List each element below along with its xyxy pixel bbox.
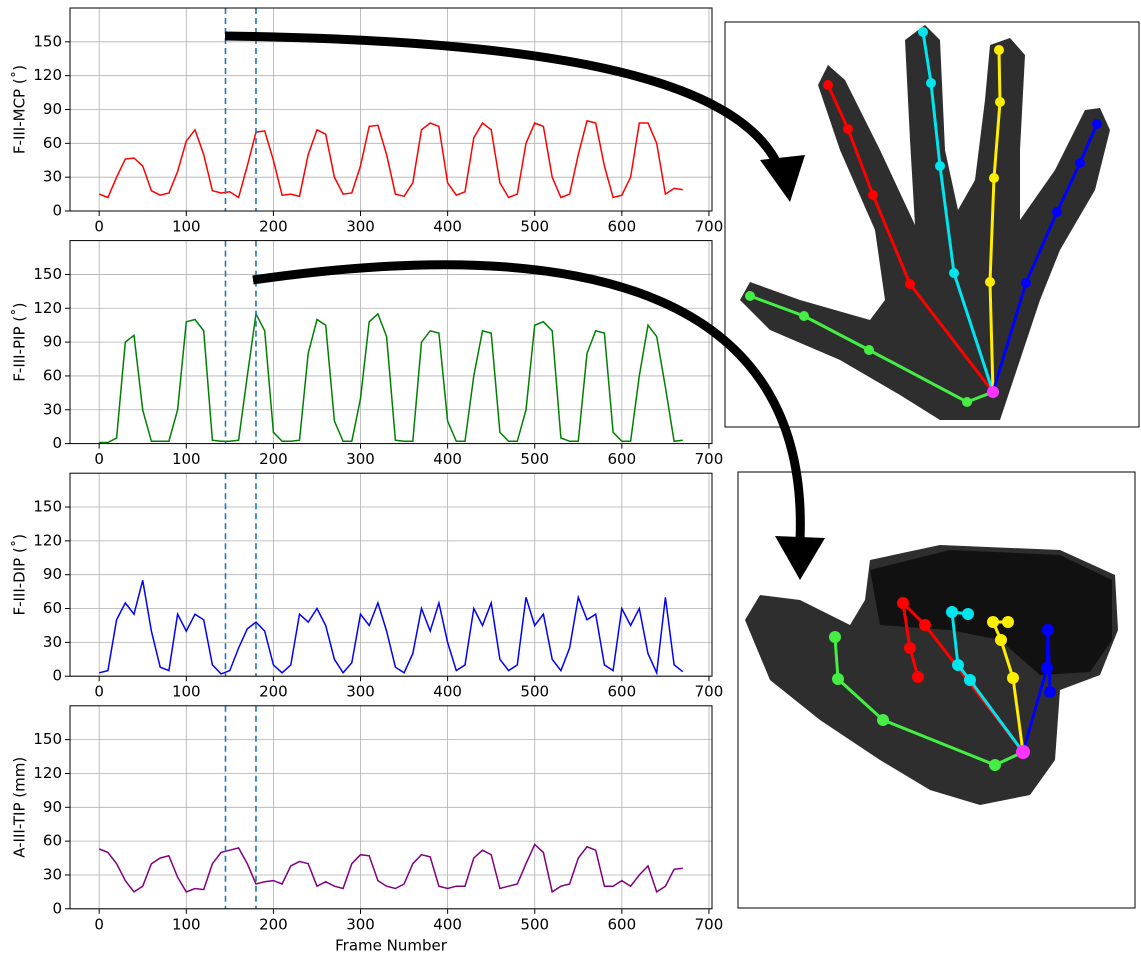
y-tick-label: 90	[43, 565, 62, 583]
y-axis-label: F-III-DIP (˚)	[11, 534, 29, 616]
y-tick-label: 60	[43, 599, 62, 617]
x-tick-label: 700	[695, 218, 724, 236]
y-tick-label: 150	[33, 32, 62, 50]
y-tick-label: 30	[43, 865, 62, 883]
y-tick-label: 30	[43, 633, 62, 651]
line-chart: 0 100 200 300 400 500 600 700 0 30 60 90 120 150 F-III…	[11, 241, 724, 469]
y-tick-label: 60	[43, 366, 62, 384]
x-tick-label: 100	[172, 218, 201, 236]
y-tick-label: 30	[43, 400, 62, 418]
y-axis-label: F-III-PIP (˚)	[11, 302, 29, 381]
x-tick-label: 700	[695, 683, 724, 701]
data-line	[99, 845, 683, 892]
y-tick-label: 120	[33, 531, 62, 549]
x-tick-label: 700	[695, 915, 724, 933]
y-tick-label: 0	[52, 434, 62, 452]
figure: 01002003004005006007000306090120150F-III…	[0, 0, 1141, 956]
x-tick-label: 700	[695, 450, 724, 468]
x-tick-label: 0	[94, 450, 104, 468]
x-tick-label: 600	[608, 683, 637, 701]
data-line	[99, 314, 683, 443]
y-tick-label: 30	[43, 168, 62, 186]
x-tick-label: 100	[172, 915, 201, 933]
y-tick-label: 150	[33, 265, 62, 283]
x-tick-label: 100	[172, 450, 201, 468]
y-tick-label: 0	[52, 899, 62, 917]
x-tick-label: 500	[520, 683, 549, 701]
x-tick-label: 600	[608, 915, 637, 933]
y-tick-label: 120	[33, 764, 62, 782]
y-tick-label: 0	[52, 202, 62, 220]
y-tick-label: 150	[33, 498, 62, 516]
y-tick-label: 90	[43, 333, 62, 351]
x-tick-label: 400	[433, 450, 462, 468]
y-tick-label: 0	[52, 667, 62, 685]
y-tick-label: 90	[43, 100, 62, 118]
y-tick-label: 90	[43, 798, 62, 816]
x-tick-label: 400	[433, 683, 462, 701]
x-tick-label: 0	[94, 683, 104, 701]
x-tick-label: 300	[346, 683, 375, 701]
y-tick-label: 60	[43, 832, 62, 850]
y-axis-label: F-III-MCP (˚)	[11, 65, 29, 154]
x-tick-label: 300	[346, 450, 375, 468]
x-tick-label: 600	[608, 450, 637, 468]
x-tick-label: 400	[433, 915, 462, 933]
y-tick-label: 120	[33, 299, 62, 317]
x-axis-label: Frame Number	[335, 936, 448, 954]
x-tick-label: 300	[346, 915, 375, 933]
hand-image-open	[725, 22, 1139, 427]
y-axis-label: A-III-TIP (mm)	[11, 757, 29, 858]
x-tick-label: 200	[259, 683, 288, 701]
data-line	[99, 121, 683, 198]
x-tick-label: 200	[259, 218, 288, 236]
x-tick-label: 200	[259, 450, 288, 468]
line-chart: 0 100 200 300 400 500 600 700 0 30 60 90 120 150A-III…	[11, 706, 724, 955]
x-tick-label: 500	[520, 450, 549, 468]
x-tick-label: 300	[346, 218, 375, 236]
y-tick-label: 150	[33, 730, 62, 748]
y-tick-label: 60	[43, 134, 62, 152]
x-tick-label: 0	[94, 218, 104, 236]
x-tick-label: 100	[172, 683, 201, 701]
y-tick-label: 120	[33, 66, 62, 84]
x-tick-label: 200	[259, 915, 288, 933]
line-chart: 0 100 200 300 400 500 600 700 0 30 60 90 120 150F-III…	[11, 473, 724, 701]
x-tick-label: 500	[520, 915, 549, 933]
data-line	[99, 580, 683, 674]
x-tick-label: 600	[608, 218, 637, 236]
x-tick-label: 0	[94, 915, 104, 933]
x-tick-label: 400	[433, 218, 462, 236]
x-tick-label: 500	[520, 218, 549, 236]
